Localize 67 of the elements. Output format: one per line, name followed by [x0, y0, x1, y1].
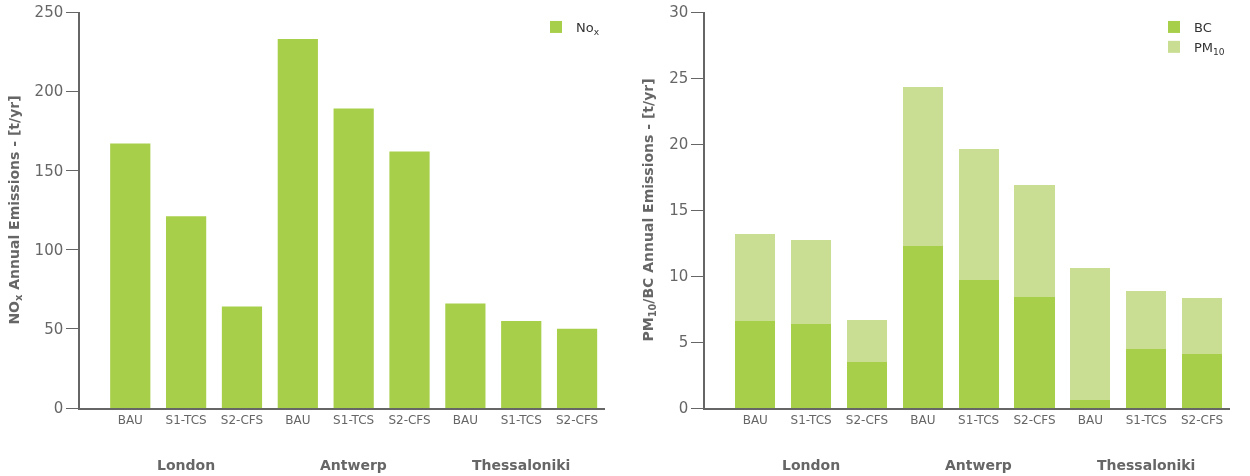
x-tick-label: S1-TCS — [790, 413, 832, 428]
x-tick-label: S2-CFS — [220, 413, 264, 428]
y-tick-label: 100 — [34, 240, 64, 259]
x-tick-label: S1-TCS — [958, 413, 1000, 428]
legend-label: BC — [1194, 20, 1212, 36]
x-tick-label: BAU — [910, 413, 936, 428]
y-tick-label: 150 — [34, 161, 64, 180]
legend-label: PM$_{10}$ — [1194, 39, 1225, 57]
text: Thessaloniki — [1097, 457, 1196, 473]
y-tick-label: 10 — [669, 267, 689, 286]
x-tick-label: S1-TCS — [333, 413, 375, 428]
x-tick-label: S1-TCS — [500, 413, 542, 428]
y-tick-label: 0 — [678, 399, 689, 418]
bar — [389, 151, 430, 408]
y-tick-label: 5 — [678, 333, 689, 352]
x-tick-label: S2-CFS — [555, 413, 599, 428]
bar — [735, 320, 776, 408]
text: Antwerp — [945, 457, 1012, 473]
bar — [791, 240, 832, 324]
bar — [846, 361, 888, 408]
y-tick-label: 20 — [669, 135, 689, 154]
x-tick-label: S1-TCS — [165, 413, 207, 428]
y-tick-label: 250 — [34, 3, 64, 22]
bar — [846, 319, 888, 362]
x-tick-label: S2-CFS — [388, 413, 431, 428]
x-tick-label: S2-CFS — [845, 413, 889, 428]
bar — [277, 38, 318, 408]
y-tick-label: 15 — [669, 201, 689, 220]
bar — [556, 328, 598, 408]
bar — [1070, 268, 1111, 401]
bar — [445, 303, 486, 408]
text: London — [782, 457, 841, 473]
bar — [1014, 184, 1055, 298]
bar — [110, 143, 151, 408]
bar — [791, 323, 832, 408]
y-tick-label: 50 — [44, 320, 64, 339]
y-tick-label: 25 — [669, 69, 689, 88]
bar — [501, 320, 542, 408]
bar — [958, 279, 999, 408]
x-tick-label: BAU — [117, 413, 143, 428]
bar — [902, 87, 943, 246]
bar — [1014, 297, 1055, 408]
bar — [333, 108, 374, 408]
text: Thessaloniki — [472, 457, 571, 473]
y-tick-label: 0 — [53, 399, 64, 418]
bar — [735, 233, 776, 321]
bar — [1126, 348, 1167, 408]
x-tick-label: BAU — [452, 413, 478, 428]
bar — [1181, 353, 1223, 408]
x-tick-label: BAU — [742, 413, 768, 428]
bar — [1181, 298, 1223, 354]
x-tick-label: BAU — [1077, 413, 1103, 428]
bar — [958, 149, 999, 280]
y-tick-label: 200 — [34, 82, 64, 101]
bar — [1126, 290, 1167, 349]
text: London — [157, 457, 216, 473]
bar — [221, 306, 263, 408]
text: Antwerp — [320, 457, 387, 473]
y-tick-label: 30 — [669, 3, 689, 22]
bar — [166, 216, 207, 408]
x-tick-label: S2-CFS — [1180, 413, 1224, 428]
x-tick-label: BAU — [285, 413, 311, 428]
x-tick-label: S2-CFS — [1013, 413, 1056, 428]
legend-label: No$_{x}$ — [576, 20, 600, 37]
x-tick-label: S1-TCS — [1125, 413, 1167, 428]
bar — [1070, 400, 1111, 408]
bar — [902, 245, 943, 408]
